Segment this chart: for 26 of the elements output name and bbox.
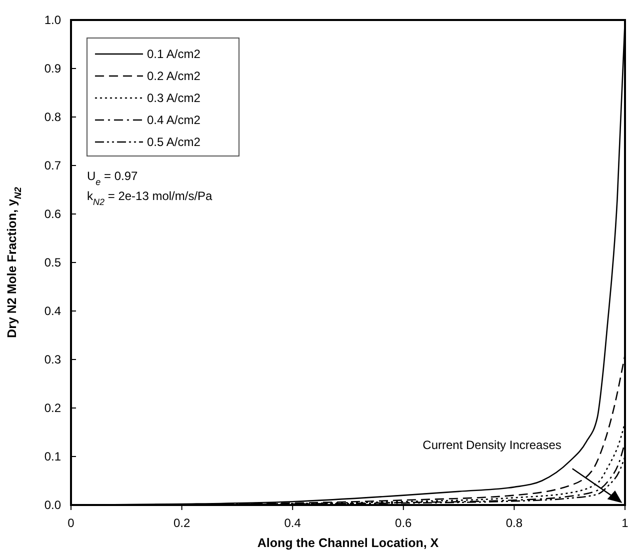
legend-label: 0.4 A/cm2 <box>147 113 201 128</box>
y-tick-label: 0.1 <box>44 450 62 464</box>
y-tick-label: 0.9 <box>44 62 62 76</box>
x-tick-label: 0.8 <box>506 516 523 530</box>
legend-label: 0.1 A/cm2 <box>147 47 201 62</box>
x-tick-label: 1 <box>622 516 629 530</box>
legend-label: 0.3 A/cm2 <box>147 91 201 106</box>
legend-label: 0.5 A/cm2 <box>147 135 201 150</box>
y-tick-label: 0.6 <box>44 207 62 222</box>
legend-label: 0.2 A/cm2 <box>147 69 201 84</box>
x-tick-label: 0 <box>68 516 75 530</box>
x-tick-label: 0.6 <box>395 516 412 530</box>
y-tick-label: 0.7 <box>44 158 62 173</box>
x-tick-label: 0.2 <box>173 516 190 530</box>
y-tick-label: 0.5 <box>44 256 62 270</box>
y-tick-label: 0.4 <box>44 304 62 318</box>
annotation: Current Density Increases <box>422 438 562 452</box>
y-tick-label: 0.3 <box>44 352 62 367</box>
y-tick-label: 0.8 <box>44 110 62 124</box>
y-tick-label: 1.0 <box>44 13 62 28</box>
y-tick-label: 0.0 <box>44 498 62 512</box>
x-axis-title: Along the Channel Location, X <box>257 536 440 550</box>
y-tick-label: 0.2 <box>44 401 62 416</box>
annotation: U$_{e}$ = 0.97 <box>87 169 138 187</box>
annotation: k$_{N2}$ = 2e-13 mol/m/s/Pa <box>87 189 213 207</box>
x-tick-label: 0.4 <box>284 516 302 530</box>
